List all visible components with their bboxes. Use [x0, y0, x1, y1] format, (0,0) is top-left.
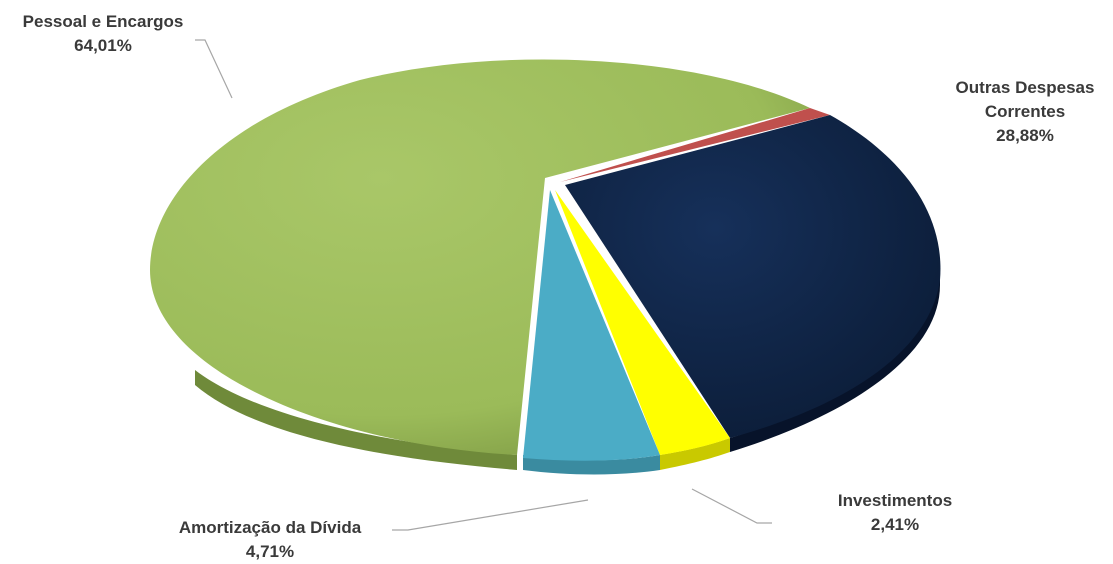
pie-slice-outras: [565, 115, 941, 438]
label-outras-pct: 28,88%: [996, 126, 1054, 145]
leader-line-pessoal: [195, 39, 233, 99]
leader-line-amortizacao: [392, 499, 589, 531]
label-investimentos: Investimentos 2,41%: [815, 489, 975, 537]
label-outras-name-2: Correntes: [984, 102, 1066, 121]
label-pessoal-pct: 64,01%: [74, 36, 132, 55]
label-investimentos-pct: 2,41%: [870, 515, 920, 534]
pie-slice-investimentos: [555, 190, 730, 455]
label-amortizacao: Amortização da Dívida 4,71%: [150, 516, 390, 564]
label-investimentos-name: Investimentos: [837, 491, 953, 510]
pie-slice-side-pessoal: [195, 370, 517, 470]
label-outras-name-1: Outras Despesas: [955, 78, 1095, 97]
pie-slice-amortizacao: [523, 190, 660, 461]
label-pessoal: Pessoal e Encargos 64,01%: [8, 10, 198, 58]
pie-slice-side-investimentos: [660, 438, 730, 470]
label-pessoal-name: Pessoal e Encargos: [22, 12, 184, 31]
label-amortizacao-pct: 4,71%: [245, 542, 295, 561]
label-amortizacao-name: Amortização da Dívida: [178, 518, 362, 537]
leader-line-investimentos: [691, 488, 772, 524]
label-outras: Outras Despesas Correntes 28,88%: [935, 76, 1113, 148]
pie-slice-pessoal: [150, 59, 810, 456]
pie-slice-small-red: [560, 108, 830, 182]
pie-slice-side-outras: [730, 270, 940, 452]
